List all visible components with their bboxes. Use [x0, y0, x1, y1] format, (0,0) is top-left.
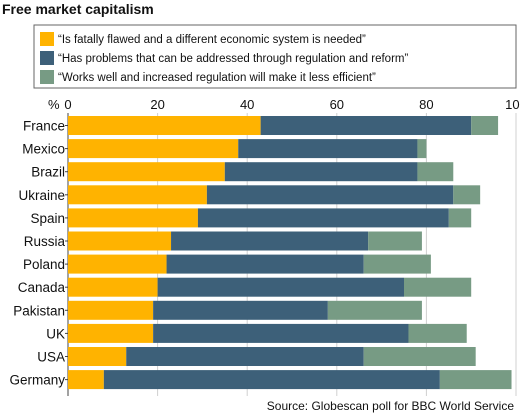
category-label: UK — [46, 326, 65, 341]
legend-swatch-1 — [40, 51, 54, 65]
category-label: Ukraine — [18, 188, 65, 203]
x-tick-label: 100 — [505, 97, 520, 112]
bar-segment-uk-series-2 — [153, 323, 409, 343]
bar-segment-ukraine-series-2 — [206, 185, 454, 205]
category-label: Pakistan — [13, 303, 65, 318]
category-label: Spain — [30, 211, 65, 226]
category-label: Brazil — [31, 165, 65, 180]
bar-segment-france-series-2 — [260, 116, 472, 135]
bar-segment-pakistan-series-3 — [327, 300, 422, 320]
bar-segment-france-series-3 — [471, 116, 499, 135]
legend: “Is fatally flawed and a different econo… — [33, 24, 517, 89]
bar-segment-brazil-series-3 — [417, 162, 454, 182]
bar-segment-uk-series-1 — [68, 323, 154, 343]
legend-label-1: “Has problems that can be addressed thro… — [58, 53, 408, 65]
source-note: Source: Globescan poll for BBC World Ser… — [267, 399, 515, 413]
bar-segment-russia-series-1 — [68, 231, 172, 251]
bar-segment-russia-series-3 — [368, 231, 422, 251]
bar-segment-mexico-series-1 — [68, 139, 239, 159]
x-tick-label: 40 — [240, 97, 254, 112]
bar-segment-canada-series-2 — [157, 277, 404, 297]
bar-segment-russia-series-2 — [171, 231, 369, 251]
x-tick-label: 80 — [419, 97, 433, 112]
legend-label-2: “Works well and increased regulation wil… — [58, 72, 376, 84]
x-axis-ticks: 0 20 40 60 80 100 — [64, 97, 520, 112]
category-label: Poland — [23, 257, 65, 272]
bar-segment-poland-series-3 — [363, 254, 431, 274]
bar-segment-usa-series-3 — [363, 347, 476, 366]
x-tick-label: 0 — [64, 97, 71, 112]
legend-box — [33, 24, 517, 89]
category-label: USA — [37, 350, 65, 365]
bar-segment-spain-series-3 — [448, 208, 472, 228]
bar-segment-mexico-series-2 — [238, 139, 418, 159]
bar-segment-germany-series-1 — [68, 370, 104, 390]
bars — [68, 116, 512, 390]
bar-segment-brazil-series-1 — [68, 162, 225, 182]
category-label: Mexico — [22, 142, 65, 157]
legend-swatch-2 — [40, 70, 54, 84]
category-label: France — [23, 119, 65, 134]
category-labels: France Mexico Brazil Ukraine Spain Russia Pola… — [9, 119, 68, 388]
category-label: Canada — [18, 280, 66, 295]
bar-segment-spain-series-1 — [68, 208, 198, 228]
chart-title: Free market capitalism — [2, 1, 154, 17]
category-label: Russia — [24, 234, 66, 249]
legend-label-0: “Is fatally flawed and a different econo… — [58, 34, 366, 46]
legend-swatch-0 — [40, 32, 54, 46]
axis-unit-label: % — [48, 97, 60, 112]
bar-segment-poland-series-2 — [166, 254, 364, 274]
bar-segment-canada-series-3 — [404, 277, 472, 297]
bar-segment-canada-series-1 — [68, 277, 158, 297]
bar-segment-usa-series-1 — [68, 347, 127, 366]
bar-segment-pakistan-series-2 — [153, 300, 328, 320]
bar-segment-brazil-series-2 — [224, 162, 418, 182]
bar-segment-mexico-series-3 — [417, 139, 427, 159]
bar-segment-ukraine-series-3 — [453, 185, 481, 205]
x-tick-label: 60 — [330, 97, 344, 112]
bar-segment-pakistan-series-1 — [68, 300, 154, 320]
bar-segment-uk-series-3 — [408, 323, 467, 343]
bar-segment-germany-series-2 — [103, 370, 440, 390]
bar-segment-usa-series-2 — [126, 347, 364, 366]
bar-segment-france-series-1 — [68, 116, 261, 135]
category-label: Germany — [9, 373, 65, 388]
bar-segment-ukraine-series-1 — [68, 185, 207, 205]
bar-segment-spain-series-2 — [197, 208, 449, 228]
x-tick-label: 20 — [150, 97, 164, 112]
bar-segment-germany-series-3 — [439, 370, 512, 390]
bar-segment-poland-series-1 — [68, 254, 167, 274]
